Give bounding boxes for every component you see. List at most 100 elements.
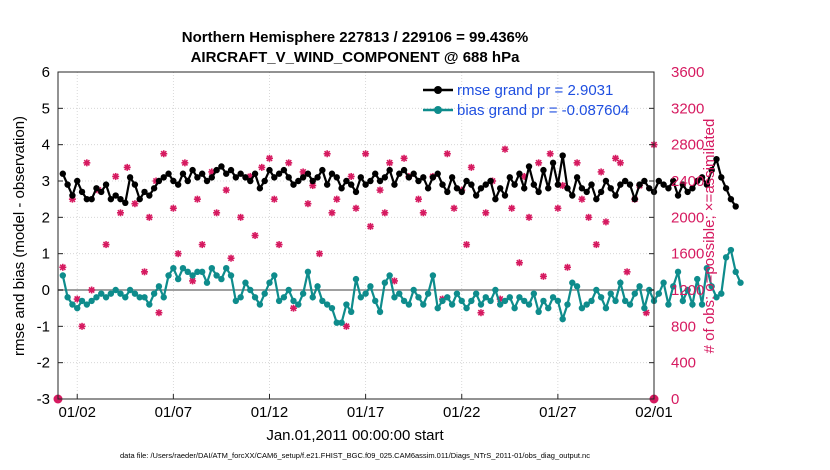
obs-point-stroke bbox=[547, 150, 554, 157]
x-axis-label: Jan.01,2011 00:00:00 start bbox=[266, 427, 444, 444]
rmse-point bbox=[415, 177, 422, 185]
obs-point-stroke bbox=[189, 277, 196, 285]
obs-point-stroke bbox=[59, 264, 66, 271]
obs-point bbox=[131, 200, 139, 208]
obs-point-stroke bbox=[155, 309, 163, 316]
obs-point-stroke bbox=[83, 159, 91, 166]
bias-point bbox=[386, 272, 393, 279]
rmse-point bbox=[525, 163, 533, 170]
obs-point-stroke bbox=[112, 173, 119, 180]
bias-point bbox=[564, 301, 571, 308]
obs-point bbox=[347, 172, 355, 180]
bias-point bbox=[410, 286, 417, 294]
obs-point-stroke bbox=[194, 196, 201, 203]
obs-point bbox=[563, 263, 571, 271]
bias-point bbox=[299, 290, 307, 297]
rmse-point bbox=[242, 174, 249, 181]
obs-point bbox=[193, 195, 201, 203]
obs-point-stroke bbox=[271, 196, 278, 203]
bias-point bbox=[333, 319, 340, 326]
obs-point-stroke bbox=[643, 309, 650, 316]
obs-point bbox=[450, 204, 458, 212]
obs-point bbox=[222, 186, 230, 194]
obs-point bbox=[585, 213, 593, 221]
obs-point-stroke bbox=[348, 173, 355, 180]
rmse-point bbox=[660, 181, 667, 188]
obs-point-stroke bbox=[266, 155, 273, 162]
rmse-point bbox=[309, 177, 316, 185]
rmse-point bbox=[198, 170, 206, 177]
bias-point bbox=[660, 279, 667, 286]
rmse-point bbox=[314, 174, 321, 181]
bias-point bbox=[492, 286, 499, 294]
bias-point bbox=[251, 294, 259, 301]
rmse-point bbox=[285, 174, 292, 181]
obs-point-stroke bbox=[170, 205, 177, 212]
obs-point bbox=[304, 200, 312, 208]
obs-point bbox=[102, 241, 110, 249]
bias-point bbox=[155, 283, 163, 290]
rmse-point bbox=[540, 166, 547, 174]
y2-tick-label: 2000 bbox=[671, 209, 704, 226]
bias-point bbox=[372, 297, 379, 305]
bias-point bbox=[338, 319, 345, 326]
chart-title-line1: Northern Hemisphere 227813 / 229106 = 99… bbox=[182, 29, 528, 46]
bias-point bbox=[698, 301, 706, 308]
obs-point bbox=[78, 322, 86, 330]
rmse-point bbox=[232, 174, 240, 181]
rmse-point bbox=[477, 185, 485, 192]
rmse-point bbox=[655, 177, 663, 185]
obs-point-stroke bbox=[508, 205, 515, 212]
obs-point-stroke bbox=[275, 241, 283, 248]
bias-point bbox=[593, 286, 600, 294]
bias-point bbox=[573, 283, 581, 290]
obs-point bbox=[602, 218, 610, 226]
bias-point bbox=[367, 283, 374, 290]
bias-point bbox=[588, 297, 595, 305]
rmse-point bbox=[227, 166, 235, 174]
bias-point bbox=[174, 275, 182, 283]
rmse-series bbox=[59, 152, 739, 210]
bias-point bbox=[98, 290, 105, 297]
obs-point bbox=[227, 254, 235, 262]
obs-point-stroke bbox=[381, 209, 389, 216]
rmse-point bbox=[458, 188, 465, 196]
bias-point bbox=[496, 301, 504, 308]
bias-point bbox=[256, 301, 264, 308]
obs-point-stroke bbox=[415, 196, 422, 203]
obs-point bbox=[535, 159, 543, 167]
bias-point bbox=[453, 290, 461, 297]
bias-point bbox=[665, 301, 672, 308]
bias-point bbox=[674, 268, 682, 276]
obs-point-stroke bbox=[559, 182, 566, 189]
bias-point bbox=[415, 294, 422, 301]
bias-point bbox=[112, 286, 119, 294]
bias-point bbox=[670, 283, 677, 290]
bias-point bbox=[194, 268, 201, 276]
rmse-point bbox=[727, 195, 735, 203]
obs-point-stroke bbox=[304, 200, 312, 207]
obs-point bbox=[169, 204, 177, 212]
bias-point bbox=[434, 304, 441, 312]
legend-bias-label: bias grand pr = -0.087604 bbox=[457, 102, 629, 119]
legend-bias-marker bbox=[434, 106, 442, 114]
obs-point bbox=[612, 154, 620, 162]
rmse-point bbox=[506, 174, 514, 181]
bias-point bbox=[569, 279, 576, 286]
rmse-point bbox=[487, 177, 494, 185]
rmse-point bbox=[453, 185, 461, 192]
obs-point bbox=[623, 268, 631, 276]
obs-point bbox=[174, 250, 182, 258]
rmse-point bbox=[179, 170, 187, 177]
bias-point bbox=[59, 272, 67, 279]
rmse-point bbox=[439, 181, 446, 188]
rmse-point bbox=[362, 181, 369, 188]
bias-point bbox=[232, 297, 240, 305]
rmse-point bbox=[583, 188, 590, 196]
rmse-point bbox=[674, 192, 682, 199]
bias-point bbox=[511, 304, 518, 312]
bias-point bbox=[107, 290, 115, 297]
obs-point-stroke bbox=[352, 205, 360, 212]
obs-point-stroke bbox=[400, 155, 408, 162]
rmse-point bbox=[573, 174, 581, 181]
